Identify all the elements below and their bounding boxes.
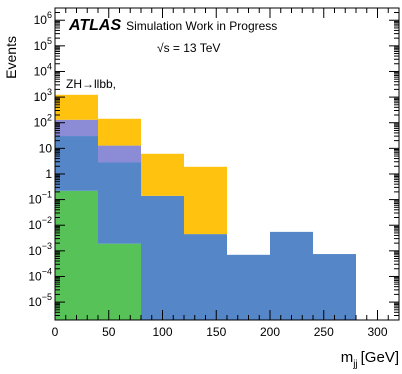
y-tick-label: 10−1 <box>28 190 52 207</box>
bar-series1-bin1 <box>98 162 141 244</box>
y-tick-base: 10 <box>34 39 48 53</box>
y-tick-exponent: −5 <box>42 292 52 302</box>
x-tick-label: 100 <box>152 325 172 339</box>
y-tick-exponent: 2 <box>47 113 52 123</box>
x-tick-label: 50 <box>102 325 116 339</box>
y-tick-exponent: −2 <box>42 215 52 225</box>
bar-series1-bin4 <box>227 254 270 320</box>
bar-series3-bin3 <box>184 166 227 235</box>
y-tick-label: 104 <box>34 61 52 78</box>
y-tick-label: 106 <box>34 10 52 27</box>
y-tick-base: 10 <box>34 116 48 130</box>
y-tick-exponent: −1 <box>42 190 52 200</box>
bar-series1-bin2 <box>141 195 184 320</box>
y-tick-label: 1 <box>45 167 52 181</box>
y-tick-label: 10−5 <box>28 292 52 309</box>
bar-series1-bin5 <box>270 231 313 320</box>
energy-label: √s = 13 TeV <box>157 41 220 55</box>
y-tick-label: 10−3 <box>28 241 52 258</box>
bar-series1-bin6 <box>313 254 356 320</box>
y-tick-label: 10−2 <box>28 215 52 232</box>
x-tick-label: 200 <box>260 325 280 339</box>
y-tick-base: 10 <box>34 64 48 78</box>
y-tick-base: 10 <box>28 218 42 232</box>
x-axis-label-main: m <box>341 349 354 366</box>
y-axis-label: Events <box>3 36 19 79</box>
atlas-logo-text: ATLAS <box>68 17 121 34</box>
y-tick-base: 1 <box>45 167 52 181</box>
bar-series1-bin3 <box>184 234 227 320</box>
x-tick-label: 150 <box>206 325 226 339</box>
x-tick-label: 0 <box>52 325 59 339</box>
y-tick-label: 105 <box>34 36 52 53</box>
y-tick-base: 10 <box>28 193 42 207</box>
x-axis-label-sub: jj <box>352 359 357 370</box>
x-axis-label: mjj [GeV] <box>341 349 399 370</box>
bar-series0-bin0 <box>55 190 98 320</box>
histogram-bars <box>55 94 356 320</box>
bar-series1-bin0 <box>55 136 98 191</box>
y-tick-label: 103 <box>34 87 52 104</box>
x-axis-label-unit: [GeV] <box>361 349 399 366</box>
bar-series3-bin2 <box>141 153 184 196</box>
x-axis-ticks: 0 50 100 150 200 250 300 <box>52 8 400 339</box>
y-tick-base: 10 <box>28 244 42 258</box>
y-tick-label: 102 <box>34 113 52 130</box>
y-tick-base: 10 <box>28 269 42 283</box>
y-tick-exponent: 6 <box>47 10 52 20</box>
bar-series2-bin0 <box>55 119 98 137</box>
x-tick-label: 250 <box>314 325 334 339</box>
bar-series3-bin1 <box>98 118 141 146</box>
y-tick-base: 10 <box>34 13 48 27</box>
x-tick-label: 300 <box>367 325 387 339</box>
y-tick-label: 10 <box>39 141 53 155</box>
y-tick-label: 10−4 <box>28 266 52 283</box>
bar-series2-bin1 <box>98 145 141 163</box>
bar-series0-bin1 <box>98 243 141 320</box>
bar-series3-bin0 <box>55 94 98 120</box>
y-tick-exponent: −3 <box>42 241 52 251</box>
y-tick-base: 10 <box>39 141 53 155</box>
atlas-subtitle: Simulation Work in Progress <box>126 19 277 33</box>
atlas-label: ATLAS Simulation Work in Progress <box>68 17 277 34</box>
y-tick-base: 10 <box>34 90 48 104</box>
y-tick-base: 10 <box>28 295 42 309</box>
y-tick-exponent: 5 <box>47 36 52 46</box>
y-tick-exponent: 3 <box>47 87 52 97</box>
y-tick-exponent: 4 <box>47 61 52 71</box>
process-label: ZH→llbb, <box>66 77 116 91</box>
y-tick-exponent: −4 <box>42 266 52 276</box>
